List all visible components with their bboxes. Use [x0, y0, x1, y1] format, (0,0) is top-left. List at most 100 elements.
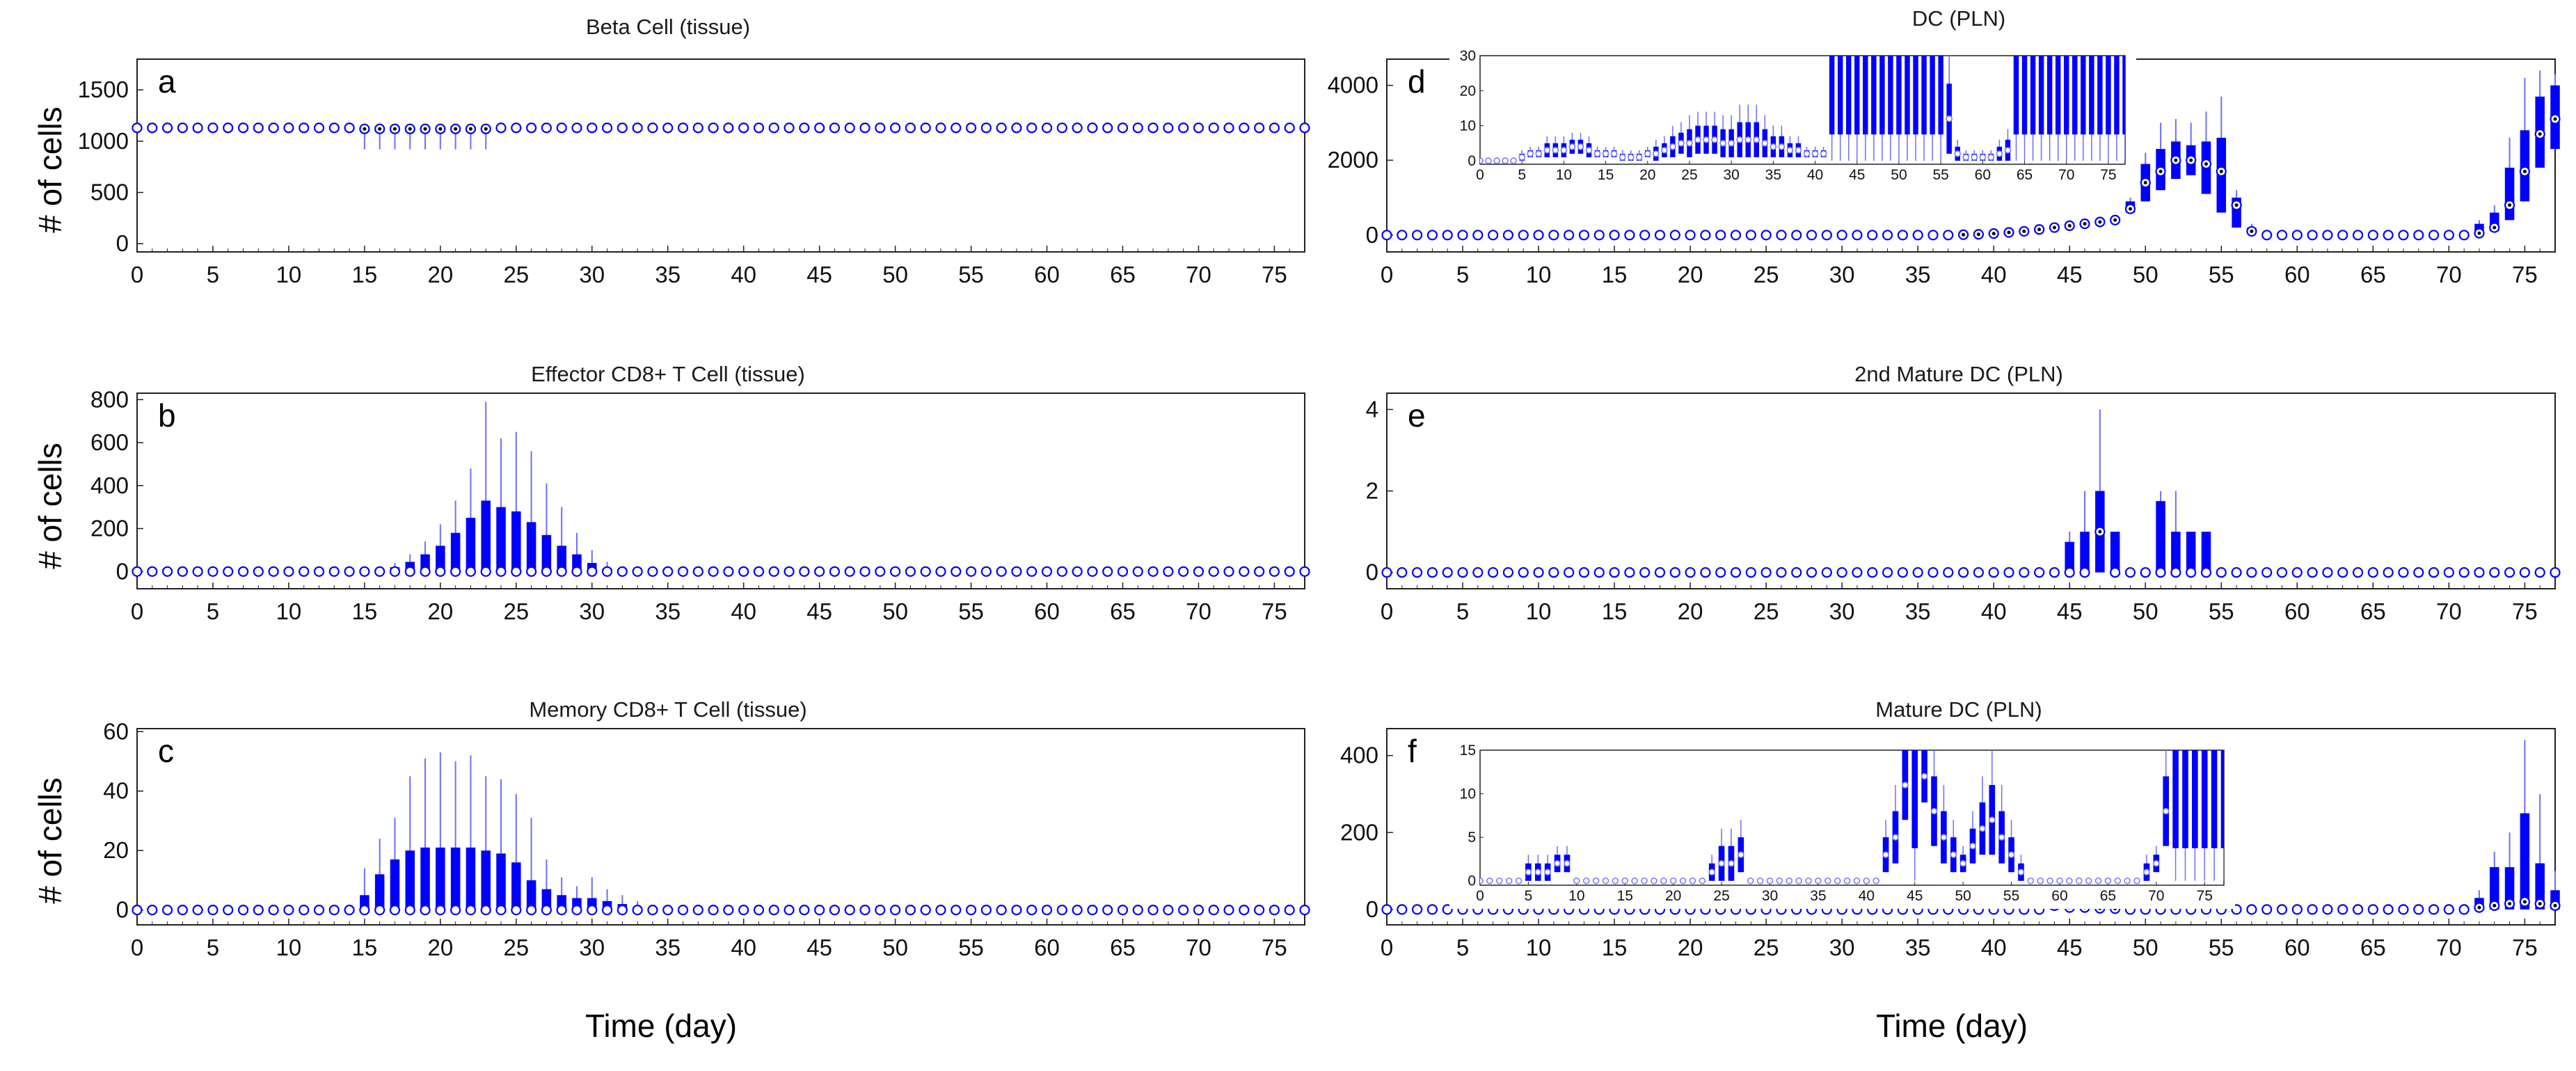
panel-d-inset-ytick-label: 30 [1460, 48, 1476, 64]
panel-a-xtick-label: 15 [352, 262, 378, 287]
panel-a-median-point [829, 122, 841, 134]
panel-a-median-point [768, 122, 779, 134]
panel-c-median-point [1254, 905, 1265, 916]
panel-e-median-point [2474, 566, 2485, 578]
panel-a-median-point [951, 122, 962, 134]
panel-c-median-point [814, 905, 825, 916]
panel-b-median-point [1223, 566, 1234, 577]
panel-a-median-point [207, 122, 218, 134]
panel-b-median-point [617, 566, 628, 577]
panel-a-median-point [177, 122, 188, 134]
panel-d-median-point [1912, 230, 1923, 241]
panel-e-median-point [2519, 566, 2530, 578]
panel-e-median-point [2367, 566, 2378, 578]
panel-d-median-point [1472, 230, 1484, 241]
panel-c-median-point [859, 905, 870, 916]
panel-d-xtick-label: 70 [2436, 262, 2462, 287]
panel-e-median-point [1578, 566, 1590, 578]
panel-f-inset-median [1756, 877, 1764, 884]
panel-b-median-point [662, 566, 674, 577]
panel-d-median-point [2307, 230, 2318, 241]
panel-d-inset-box [2106, 56, 2111, 135]
panel-b-xtick-label: 45 [806, 598, 832, 624]
panel-d-median-point [1760, 230, 1772, 241]
panel-d-letter: d [1408, 63, 1426, 100]
panel-f-median-point [1381, 904, 1392, 915]
panel-e-median-point [1836, 566, 1847, 578]
panel-a-median-dot [484, 127, 488, 131]
panel-b-median-point [1132, 566, 1143, 577]
panel-f-inset-xtick-label: 35 [1810, 888, 1826, 904]
panel-e-median-point [1897, 566, 1908, 578]
panel-f-xtick-label: 60 [2284, 935, 2310, 960]
panel-b-xtick-label: 75 [1262, 598, 1287, 624]
panel-c-median-point [253, 905, 264, 916]
panel-d-median-dot [2098, 220, 2102, 224]
panel-a-xtick-label: 5 [207, 262, 219, 287]
y-axis-label-a: # of cells [32, 106, 68, 233]
panel-b-median-point [1056, 566, 1067, 577]
panel-f-inset-median [1641, 877, 1648, 884]
panel-a-median-point [253, 122, 264, 134]
panel-b-median-point [1239, 566, 1250, 577]
panel-e-median-point [1776, 566, 1787, 578]
panel-c-median-point [647, 905, 658, 916]
panel-c-median-point [420, 905, 431, 916]
panel-d-inset-xtick-label: 60 [1975, 167, 1991, 183]
panel-e-median-dot [2098, 530, 2102, 534]
panel-d-inset-box [2046, 56, 2053, 135]
panel-e-xtick-label: 45 [2057, 598, 2083, 624]
panel-f-inset-xtick-label: 15 [1617, 888, 1633, 904]
panel-e-median-point [2216, 566, 2227, 578]
panel-b-median-point [723, 566, 734, 577]
panel-a-median-point [1011, 122, 1022, 134]
panel-b-median-point [1072, 566, 1083, 577]
panel-e-title: 2nd Mature DC (PLN) [1854, 362, 2063, 386]
panel-c-box [420, 847, 430, 910]
panel-d-inset-median [1719, 140, 1726, 147]
panel-f-inset-xtick-label: 50 [1955, 888, 1971, 904]
panel-b-median-point [132, 566, 143, 577]
panel-a-median-point [980, 122, 992, 134]
panel-f-inset-median [2046, 877, 2053, 884]
panel-c-ytick-label: 40 [103, 778, 129, 804]
panel-b-xtick-label: 20 [427, 598, 453, 624]
panel-d-median-point [2458, 230, 2470, 241]
panel-a-median-point [147, 122, 158, 134]
panel-c-median-point [723, 905, 734, 916]
panel-d-inset-box [2122, 56, 2125, 135]
panel-b-frame [136, 392, 1305, 589]
panel-c-median-point [571, 905, 582, 916]
panel-f-inset-median [1738, 851, 1744, 858]
panel-e-median-point [2034, 566, 2045, 578]
panel-f-inset-median [2066, 877, 2073, 884]
panel-b-xtick-label: 15 [352, 598, 378, 624]
panel-d-inset-median [1987, 154, 1995, 161]
panel-b-title: Effector CD8+ T Cell (tissue) [531, 362, 805, 386]
panel-d: DC (PLN)0 5 10 15 20 25 30 35 40 45 50 55 60 65 70 7502… [1328, 6, 2561, 287]
panel-e-median-point [2322, 566, 2333, 578]
panel-a-xtick-label: 10 [276, 262, 302, 287]
panel-d-median-point [1700, 230, 1711, 241]
panel-f-inset-box [2182, 750, 2188, 848]
panel-d-inset-median [1753, 136, 1760, 143]
panel-d-inset-box [1896, 56, 1902, 135]
panel-e-median-point [2398, 566, 2409, 578]
panel-e-median-point [2186, 566, 2197, 578]
panel-b-box [436, 546, 445, 572]
panel-c-median-point [237, 905, 249, 916]
panel-a-xtick-label: 30 [579, 262, 605, 287]
panel-d-median-point [1533, 230, 1544, 241]
panel-a-median-point [237, 122, 249, 134]
panel-b-median-point [161, 566, 173, 577]
panel-c-median-point [147, 905, 158, 916]
panel-f-median-point [2261, 904, 2273, 915]
panel-e-median-point [1533, 566, 1544, 578]
panel-e-median-point [2064, 566, 2075, 578]
panel-e-median-point [1700, 566, 1711, 578]
panel-c-median-point [374, 905, 385, 916]
panel-d-median-dot [2219, 169, 2223, 173]
panel-a-median-point [192, 122, 203, 134]
panel-f-inset-median [1921, 772, 1928, 780]
